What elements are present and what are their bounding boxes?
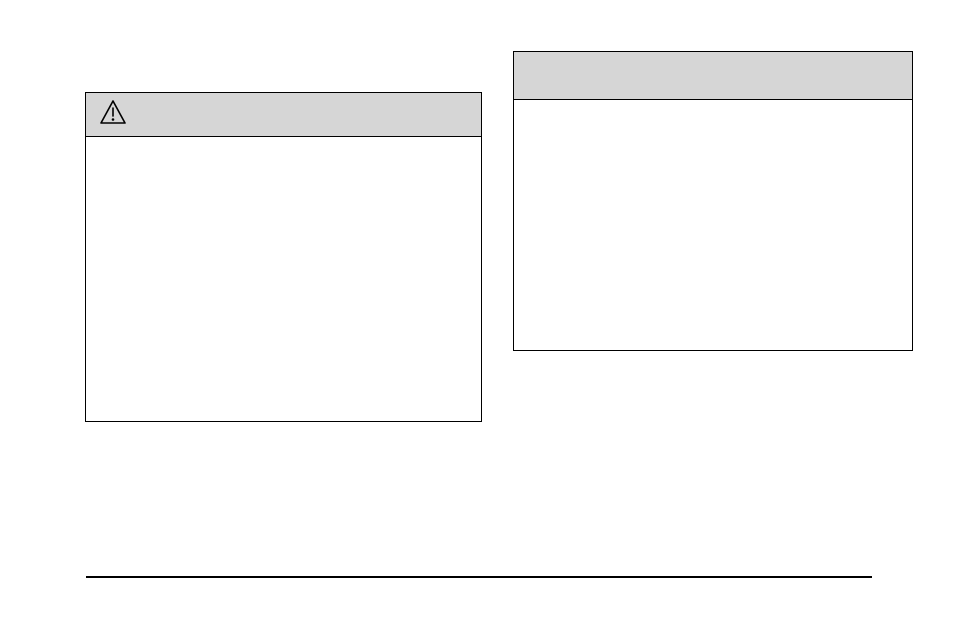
callout-box-left-body — [86, 137, 481, 157]
callout-box-right-header — [514, 52, 912, 100]
callout-box-left — [85, 92, 482, 422]
warning-triangle-icon — [100, 100, 126, 129]
callout-box-right — [513, 51, 913, 351]
callout-box-right-body — [514, 100, 912, 120]
horizontal-rule — [86, 576, 872, 578]
callout-box-left-header — [86, 93, 481, 137]
